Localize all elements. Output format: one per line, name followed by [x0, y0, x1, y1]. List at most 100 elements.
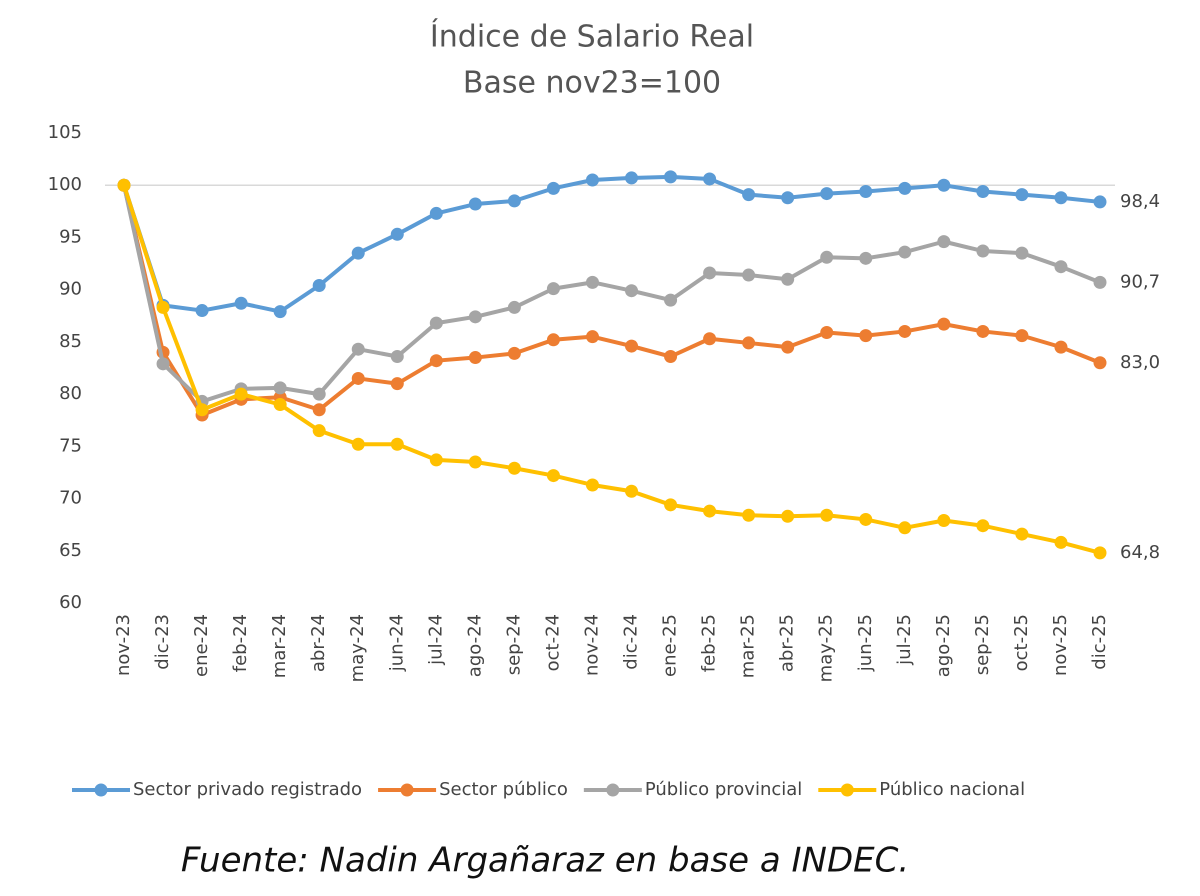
- chart-subtitle: Base nov23=100: [463, 66, 721, 101]
- data-point: [1054, 191, 1068, 205]
- data-point: [585, 173, 599, 187]
- data-point: [390, 437, 404, 451]
- data-point: [156, 357, 170, 371]
- data-point: [1054, 535, 1068, 549]
- x-tick-label: feb-25: [699, 614, 720, 672]
- x-tick-label: ago-24: [464, 614, 485, 677]
- source-note: Fuente: Nadin Argañaraz en base a INDEC.: [181, 841, 909, 881]
- legend-marker: [606, 783, 620, 797]
- data-point: [507, 346, 521, 360]
- value-label: 98,4: [1120, 191, 1160, 212]
- data-point: [390, 227, 404, 241]
- x-tick-label: abr-25: [777, 614, 798, 672]
- data-point: [234, 387, 248, 401]
- data-point: [781, 509, 795, 523]
- y-tick-label: 90: [59, 279, 82, 300]
- x-tick-label: feb-24: [230, 614, 251, 672]
- data-point: [351, 246, 365, 260]
- data-point: [820, 325, 834, 339]
- data-point: [195, 403, 209, 417]
- chart-title: Índice de Salario Real: [430, 19, 754, 55]
- data-point: [898, 521, 912, 535]
- data-point: [625, 284, 639, 298]
- data-point: [664, 350, 678, 364]
- data-point: [976, 324, 990, 338]
- data-point: [976, 184, 990, 198]
- data-point: [937, 513, 951, 527]
- data-point: [664, 293, 678, 307]
- data-point: [898, 324, 912, 338]
- data-point: [234, 296, 248, 310]
- data-point: [742, 268, 756, 282]
- data-point: [1093, 195, 1107, 209]
- data-point: [468, 351, 482, 365]
- y-tick-label: 75: [59, 435, 82, 456]
- x-tick-label: dic-23: [152, 614, 173, 670]
- data-point: [703, 504, 717, 518]
- data-point: [820, 508, 834, 522]
- data-point: [781, 340, 795, 354]
- data-point: [312, 387, 326, 401]
- data-point: [1015, 329, 1029, 343]
- data-point: [585, 478, 599, 492]
- x-tick-label: jul-25: [894, 614, 915, 666]
- data-point: [429, 206, 443, 220]
- y-tick-label: 70: [59, 488, 82, 509]
- x-tick-label: sep-25: [972, 614, 993, 675]
- data-point: [312, 403, 326, 417]
- y-tick-label: 65: [59, 540, 82, 561]
- data-point: [429, 354, 443, 368]
- x-tick-label: ago-25: [933, 614, 954, 677]
- data-point: [976, 244, 990, 258]
- data-point: [625, 484, 639, 498]
- x-tick-label: dic-24: [621, 614, 642, 670]
- data-point: [859, 512, 873, 526]
- data-point: [937, 178, 951, 192]
- y-tick-label: 85: [59, 331, 82, 352]
- legend-label: Sector privado registrado: [133, 779, 362, 800]
- data-point: [1015, 527, 1029, 541]
- data-point: [1015, 188, 1029, 202]
- value-label: 83,0: [1120, 352, 1160, 373]
- x-tick-label: ene-24: [191, 614, 212, 677]
- data-point: [742, 508, 756, 522]
- data-point: [664, 170, 678, 184]
- data-point: [273, 305, 287, 319]
- y-tick-label: 60: [59, 592, 82, 613]
- value-label: 64,8: [1120, 542, 1160, 563]
- series-line: [122, 184, 1101, 555]
- legend-marker: [94, 783, 108, 797]
- x-tick-label: abr-24: [308, 614, 329, 672]
- legend-label: Público provincial: [645, 779, 802, 800]
- data-point: [312, 424, 326, 438]
- x-tick-label: mar-25: [738, 614, 759, 678]
- data-point: [546, 181, 560, 195]
- x-tick-label: jun-25: [855, 614, 876, 672]
- legend-marker: [840, 783, 854, 797]
- data-point: [273, 398, 287, 412]
- data-point: [898, 245, 912, 259]
- legend-marker: [400, 783, 414, 797]
- data-point: [156, 300, 170, 314]
- data-point: [468, 310, 482, 324]
- data-point: [468, 197, 482, 211]
- value-label: 90,7: [1120, 271, 1160, 292]
- data-point: [546, 469, 560, 483]
- series-line: [122, 184, 1101, 417]
- series-line: [122, 174, 1101, 314]
- data-point: [1093, 356, 1107, 370]
- data-point: [468, 455, 482, 469]
- x-tick-label: nov-23: [113, 614, 134, 676]
- data-point: [937, 317, 951, 331]
- series-line: [122, 184, 1101, 404]
- x-tick-label: dic-25: [1089, 614, 1110, 670]
- data-point: [390, 350, 404, 364]
- legend-label: Sector público: [439, 779, 568, 800]
- data-point: [1054, 340, 1068, 354]
- data-point: [742, 188, 756, 202]
- data-point: [976, 519, 990, 533]
- data-point: [703, 266, 717, 280]
- x-tick-label: nov-25: [1050, 614, 1071, 676]
- data-point: [312, 278, 326, 292]
